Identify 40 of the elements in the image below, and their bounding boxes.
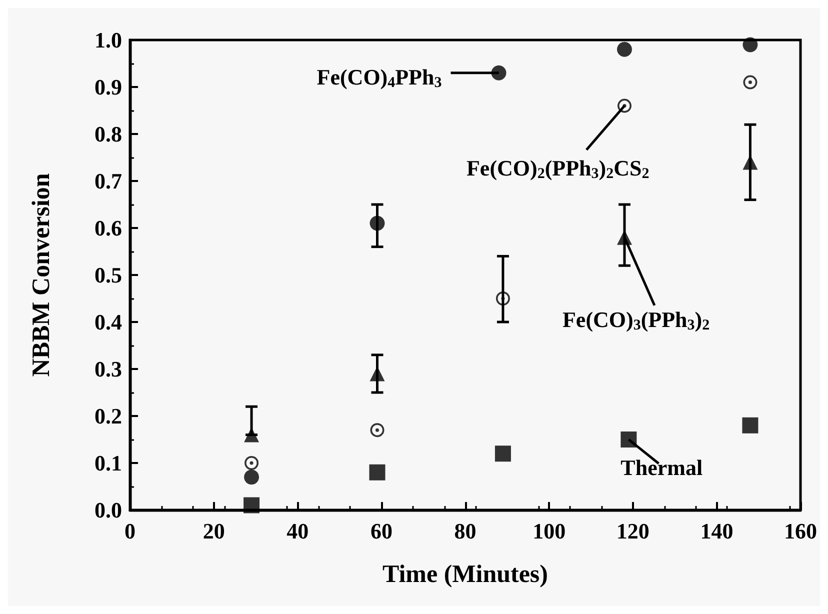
y-tick-label: 0.5 — [94, 262, 122, 288]
point — [620, 432, 637, 448]
y-tick-label: 0.8 — [94, 122, 122, 146]
point — [743, 75, 758, 90]
point — [496, 292, 510, 306]
x-tick-label: 40 — [286, 518, 309, 544]
point — [369, 464, 386, 480]
point — [244, 456, 259, 470]
y-tick-label: 0.9 — [94, 74, 122, 100]
y-tick-label: 0.0 — [94, 498, 122, 522]
x-tick-label: 20 — [202, 518, 225, 544]
x-tick-label: 140 — [700, 518, 734, 544]
y-tick-label: 0.3 — [94, 356, 122, 382]
y-tick-label: 0.6 — [94, 216, 122, 240]
point — [491, 65, 506, 80]
point — [617, 42, 632, 57]
y-axis-title: NBBM Conversion — [28, 173, 55, 377]
y-tick-label: 0.4 — [94, 310, 122, 334]
x-tick-label: 100 — [532, 518, 566, 544]
point — [370, 423, 384, 438]
x-tick-label: 80 — [454, 518, 476, 544]
annotation: Thermal — [620, 455, 703, 480]
x-axis-title: Time (Minutes) — [382, 561, 548, 588]
y-tick-label: 0.2 — [94, 404, 122, 428]
x-tick-label: 120 — [616, 518, 650, 544]
point — [494, 446, 511, 462]
point — [244, 427, 260, 442]
y-tick-label: 1.0 — [94, 28, 122, 52]
point — [244, 470, 260, 485]
x-tick-label: 60 — [370, 518, 392, 544]
point — [370, 216, 385, 231]
point — [742, 37, 758, 52]
point — [244, 497, 260, 514]
point — [742, 417, 758, 434]
x-tick-label: 0 — [124, 518, 136, 544]
x-tick-label: 160 — [784, 518, 817, 544]
y-tick-label: 0.7 — [94, 168, 122, 194]
point — [618, 98, 632, 113]
y-tick-label: 0.1 — [94, 450, 122, 476]
point — [742, 154, 758, 170]
